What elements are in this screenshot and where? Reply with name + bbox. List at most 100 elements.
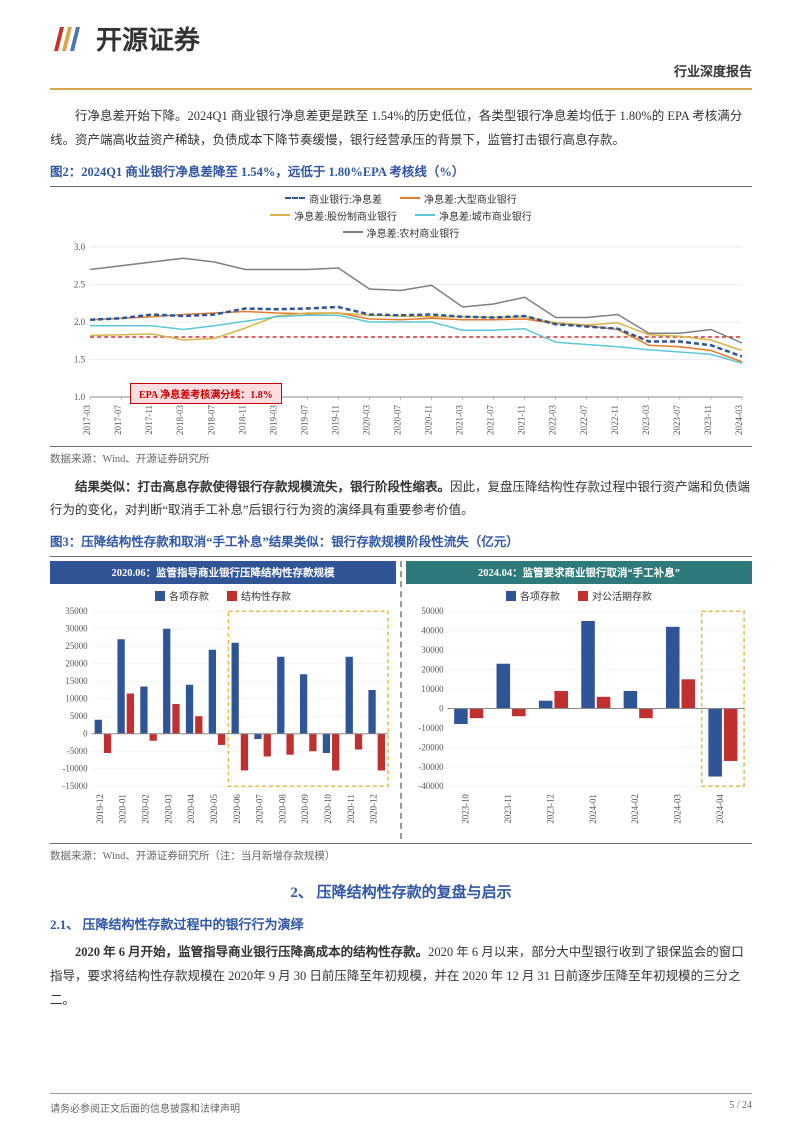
chart3-dual: 2020.06：监管指导商业银行压降结构性存款规模 各项存款 结构性存款 -15… — [50, 561, 752, 839]
svg-text:2018-03: 2018-03 — [175, 404, 185, 434]
legend-label: 净息差:股份制商业银行 — [294, 208, 397, 223]
svg-text:-10000: -10000 — [62, 764, 88, 774]
legend-item: 各项存款 — [506, 588, 560, 603]
svg-text:3.0: 3.0 — [74, 242, 86, 252]
svg-text:2023-10: 2023-10 — [461, 794, 471, 824]
legend-item: 对公活期存款 — [578, 588, 652, 603]
svg-text:2021-03: 2021-03 — [455, 404, 465, 434]
legend-label: 各项存款 — [169, 588, 209, 603]
svg-text:0: 0 — [83, 729, 88, 739]
svg-text:-30000: -30000 — [418, 762, 444, 772]
svg-text:20000: 20000 — [65, 659, 88, 669]
legend-item: 净息差:城市商业银行 — [415, 208, 532, 223]
legend-label: 对公活期存款 — [592, 588, 652, 603]
chart3-right: 2024.04：监管要求商业银行取消“手工补息” 各项存款 对公活期存款 -40… — [406, 561, 752, 839]
section2-paragraph: 2020 年 6 月开始，监管指导商业银行压降高成本的结构性存款。2020 年 … — [50, 941, 752, 1012]
svg-text:2023-12: 2023-12 — [545, 794, 555, 824]
svg-text:2024-04: 2024-04 — [715, 794, 725, 824]
chart3-source: 数据来源：Wind、开源证券研究所（注：当月新增存款规模） — [50, 848, 752, 863]
legend-label: 各项存款 — [520, 588, 560, 603]
svg-text:2022-11: 2022-11 — [610, 405, 620, 435]
svg-text:2019-07: 2019-07 — [299, 404, 309, 434]
svg-text:5000: 5000 — [70, 711, 88, 721]
chart3-right-legend: 各项存款 对公活期存款 — [406, 588, 752, 603]
company-logo-icon — [50, 21, 86, 57]
legend-item: 净息差:农村商业银行 — [343, 225, 460, 240]
svg-text:0: 0 — [439, 703, 444, 713]
svg-text:2020-03: 2020-03 — [163, 794, 173, 824]
legend-label: 商业银行:净息差 — [309, 191, 382, 206]
svg-text:-10000: -10000 — [418, 723, 444, 733]
chart3-right-plot: -40000-30000-20000-100000100002000030000… — [406, 605, 752, 835]
svg-text:2.0: 2.0 — [74, 317, 86, 327]
svg-text:40000: 40000 — [421, 626, 444, 636]
intro-paragraph: 行净息差开始下降。2024Q1 商业银行净息差更是跌至 1.54%的历史低位，各… — [50, 105, 752, 153]
footer-disclaimer: 请务必参阅正文后面的信息披露和法律声明 — [50, 1100, 240, 1115]
svg-text:2024-02: 2024-02 — [630, 794, 640, 824]
svg-text:2023-11: 2023-11 — [703, 405, 713, 435]
svg-text:2020-11: 2020-11 — [346, 794, 356, 823]
chart2-legend-row3: 净息差:农村商业银行 — [50, 225, 752, 240]
svg-text:-15000: -15000 — [62, 781, 88, 791]
svg-text:2020-10: 2020-10 — [323, 794, 333, 824]
svg-text:2020-04: 2020-04 — [186, 794, 196, 824]
svg-text:30000: 30000 — [65, 624, 88, 634]
legend-item: 结构性存款 — [227, 588, 291, 603]
epa-annotation: EPA 净息差考核满分线：1.8% — [130, 383, 282, 404]
svg-text:2.5: 2.5 — [74, 279, 86, 289]
svg-text:30000: 30000 — [421, 645, 444, 655]
svg-text:2020-11: 2020-11 — [424, 405, 434, 435]
svg-text:10000: 10000 — [421, 684, 444, 694]
svg-text:25000: 25000 — [65, 641, 88, 651]
report-type: 行业深度报告 — [674, 61, 752, 80]
chart2-container: 商业银行:净息差 净息差:大型商业银行 净息差:股份制商业银行 净息差:城市商业… — [50, 186, 752, 447]
svg-text:2021-11: 2021-11 — [517, 405, 527, 435]
svg-text:2022-07: 2022-07 — [579, 404, 589, 434]
svg-text:2017-03: 2017-03 — [82, 404, 92, 434]
chart2-legend-row1: 商业银行:净息差 净息差:大型商业银行 — [50, 191, 752, 206]
legend-item: 净息差:股份制商业银行 — [270, 208, 397, 223]
svg-text:1.0: 1.0 — [74, 392, 86, 402]
chart3-container: 2020.06：监管指导商业银行压降结构性存款规模 各项存款 结构性存款 -15… — [50, 556, 752, 844]
legend-label: 净息差:大型商业银行 — [424, 191, 517, 206]
svg-text:35000: 35000 — [65, 606, 88, 616]
section2-para-bold: 2020 年 6 月开始，监管指导商业银行压降高成本的结构性存款。 — [75, 945, 428, 959]
chart3-right-header: 2024.04：监管要求商业银行取消“手工补息” — [406, 561, 752, 584]
page-footer: 请务必参阅正文后面的信息披露和法律声明 5 / 24 — [50, 1093, 752, 1115]
legend-item: 净息差:大型商业银行 — [400, 191, 517, 206]
svg-text:2024-03: 2024-03 — [734, 404, 744, 434]
svg-text:2019-11: 2019-11 — [330, 405, 340, 435]
svg-text:10000: 10000 — [65, 694, 88, 704]
svg-text:20000: 20000 — [421, 665, 444, 675]
section2-1-heading: 2.1、 压降结构性存款过程中的银行行为演绎 — [50, 914, 752, 933]
legend-item: 商业银行:净息差 — [285, 191, 382, 206]
chart3-left: 2020.06：监管指导商业银行压降结构性存款规模 各项存款 结构性存款 -15… — [50, 561, 396, 839]
svg-text:-5000: -5000 — [67, 746, 88, 756]
company-name: 开源证券 — [96, 20, 200, 57]
svg-text:2020-12: 2020-12 — [369, 794, 379, 824]
svg-text:2018-07: 2018-07 — [206, 404, 216, 434]
result-paragraph: 结果类似：打击高息存款使得银行存款规模流失，银行阶段性缩表。因此，复盘压降结构性… — [50, 476, 752, 524]
para2-bold: 结果类似：打击高息存款使得银行存款规模流失，银行阶段性缩表。 — [75, 480, 450, 494]
svg-text:2021-07: 2021-07 — [486, 404, 496, 434]
svg-text:2024-01: 2024-01 — [588, 794, 598, 824]
svg-text:15000: 15000 — [65, 676, 88, 686]
svg-text:2023-07: 2023-07 — [672, 404, 682, 434]
svg-text:2022-03: 2022-03 — [548, 404, 558, 434]
svg-text:2020-07: 2020-07 — [393, 404, 403, 434]
svg-text:2023-03: 2023-03 — [641, 404, 651, 434]
chart3-left-legend: 各项存款 结构性存款 — [50, 588, 396, 603]
chart3-left-plot: -15000 -10000 -5000 0 5000 10000 15000 20000 250… — [50, 605, 396, 835]
content-area: 行净息差开始下降。2024Q1 商业银行净息差更是跌至 1.54%的历史低位，各… — [0, 90, 802, 1012]
chart2-plot: 1.01.52.02.53.02017-032017-072017-112018… — [50, 242, 752, 442]
svg-text:2018-11: 2018-11 — [237, 405, 247, 435]
svg-text:-20000: -20000 — [418, 742, 444, 752]
chart3-left-header: 2020.06：监管指导商业银行压降结构性存款规模 — [50, 561, 396, 584]
chart3-divider — [400, 561, 402, 839]
page-header: 开源证券 行业深度报告 — [50, 0, 752, 90]
legend-item: 各项存款 — [155, 588, 209, 603]
chart2-source: 数据来源：Wind、开源证券研究所 — [50, 451, 752, 466]
svg-text:2020-06: 2020-06 — [232, 794, 242, 824]
svg-text:2020-09: 2020-09 — [300, 794, 310, 824]
svg-text:2024-03: 2024-03 — [673, 794, 683, 824]
